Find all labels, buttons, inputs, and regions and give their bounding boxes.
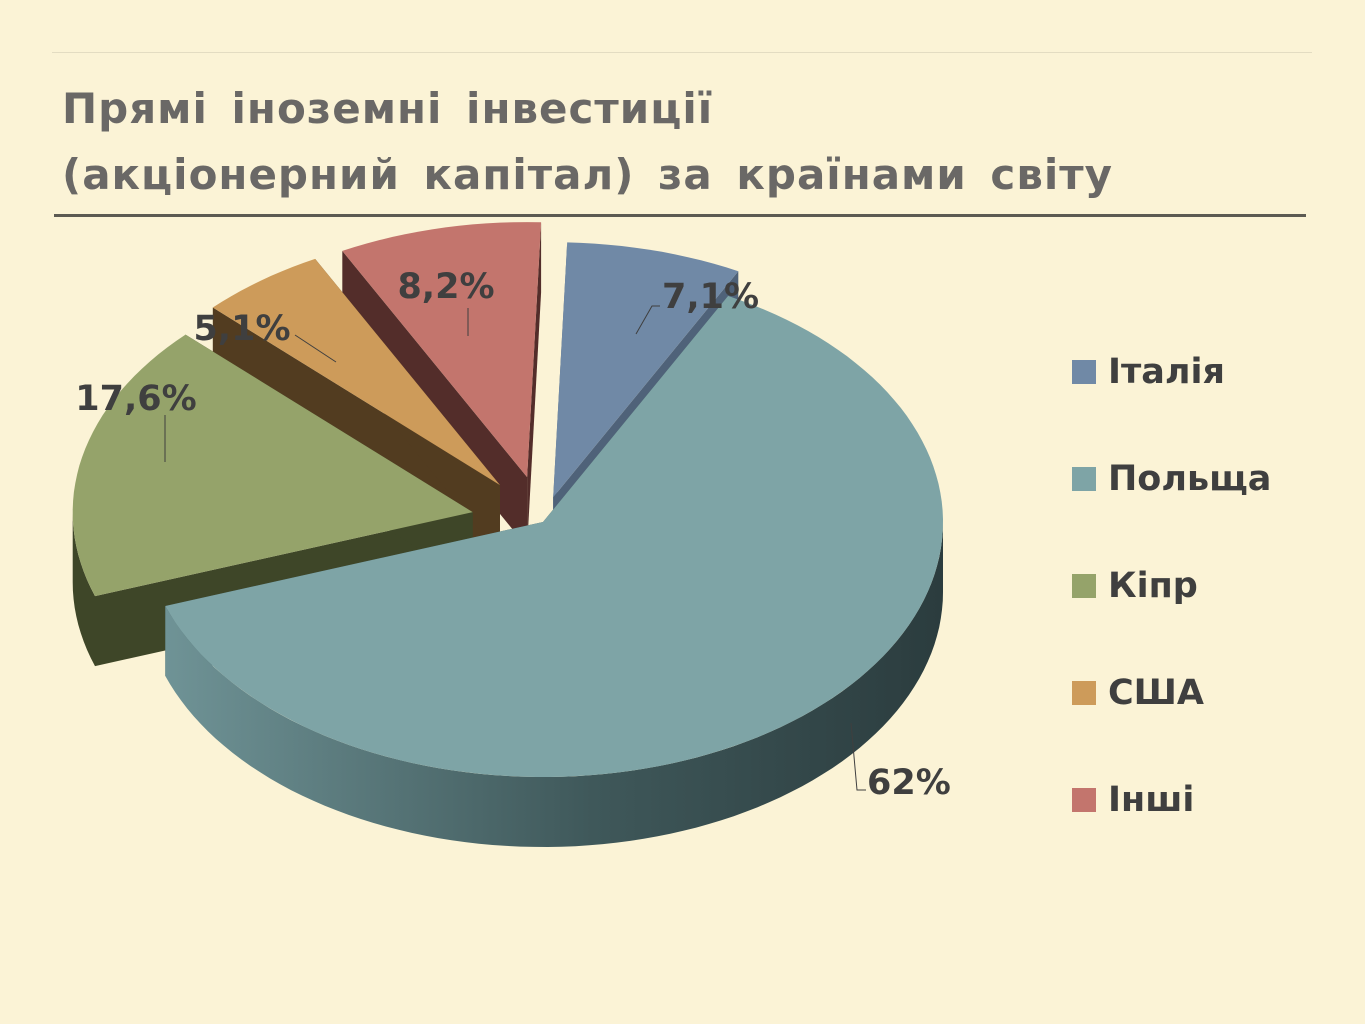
legend-swatch-usa — [1072, 680, 1096, 705]
legend-swatch-poland — [1072, 466, 1096, 491]
data-label-usa: 5,1% — [193, 309, 290, 349]
leader-line-poland — [850, 722, 866, 791]
title-line-2: (акціонерний капітал) за країнами світу — [62, 150, 1114, 199]
legend-swatch-italy — [1072, 359, 1096, 384]
title-line-1: Прямі іноземні інвестиції — [62, 84, 714, 133]
legend-item-italy: Італія — [1072, 318, 1271, 425]
data-label-italy: 7,1% — [662, 277, 759, 317]
slice-usa — [212, 258, 501, 486]
leader-line-usa — [294, 334, 337, 363]
data-label-cyprus: 17,6% — [75, 379, 196, 419]
legend-item-cyprus: Кіпр — [1072, 532, 1271, 639]
legend-item-poland: Польща — [1072, 425, 1271, 532]
legend-item-usa: США — [1072, 639, 1271, 746]
legend-label-poland: Польща — [1108, 458, 1272, 499]
legend-label-usa: США — [1108, 672, 1205, 713]
legend-swatch-cyprus — [1072, 573, 1096, 598]
legend-swatch-others — [1072, 787, 1096, 812]
title-underline — [54, 214, 1306, 217]
legend-label-others: Інші — [1108, 779, 1195, 820]
data-label-poland: 62% — [867, 763, 951, 803]
slice-cyprus — [72, 334, 473, 597]
slide-title: Прямі іноземні інвестиції (акціонерний к… — [62, 76, 1262, 208]
chart-legend: Італія Польща Кіпр США Інші — [1072, 318, 1271, 853]
legend-label-italy: Італія — [1108, 351, 1226, 392]
legend-item-others: Інші — [1072, 746, 1271, 853]
slice-poland — [165, 295, 944, 777]
top-divider — [52, 52, 1312, 53]
data-label-others: 8,2% — [397, 267, 494, 307]
slice-others — [342, 222, 542, 478]
legend-label-cyprus: Кіпр — [1108, 565, 1198, 606]
slice-italy — [553, 242, 739, 498]
leader-line-italy — [635, 305, 660, 335]
